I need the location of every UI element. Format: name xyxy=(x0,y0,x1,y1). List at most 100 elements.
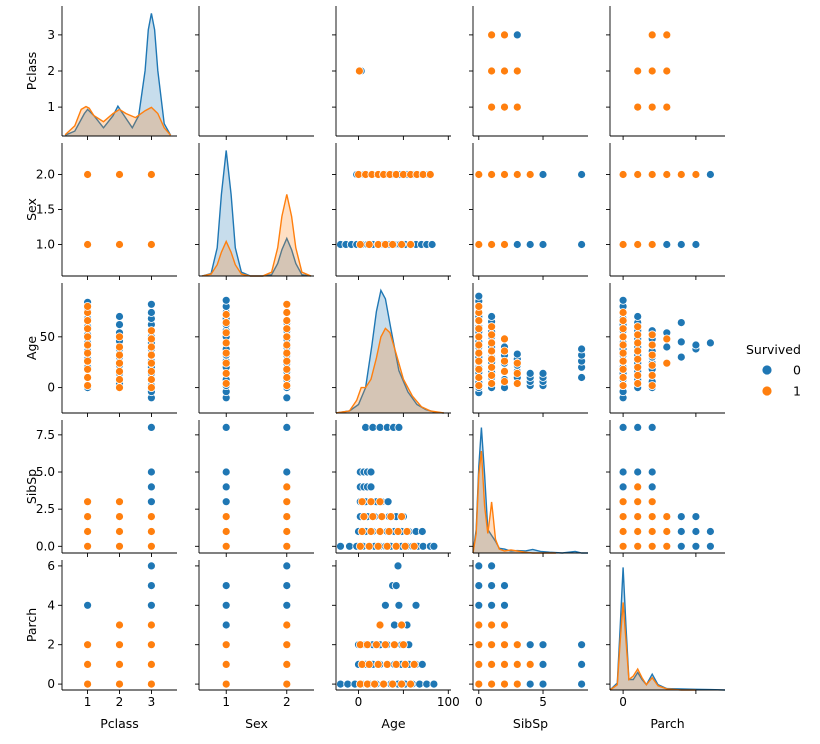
point-hue-1 xyxy=(633,541,643,551)
point-hue-1 xyxy=(500,30,509,40)
point-hue-1 xyxy=(373,541,383,551)
point-hue-0 xyxy=(474,600,484,610)
point-hue-0 xyxy=(500,600,509,610)
point-hue-1 xyxy=(382,660,392,669)
legend-marker-1 xyxy=(761,385,773,397)
point-hue-1 xyxy=(371,640,381,650)
point-hue-0 xyxy=(417,660,427,669)
point-hue-1 xyxy=(500,620,509,630)
point-hue-1 xyxy=(474,340,484,350)
point-hue-1 xyxy=(500,366,509,376)
point-hue-1 xyxy=(474,316,484,326)
point-hue-0 xyxy=(366,482,376,492)
point-hue-1 xyxy=(83,660,92,669)
point-hue-1 xyxy=(373,660,383,669)
panel-parch-vs-age: 0 100 xyxy=(332,560,460,709)
point-hue-1 xyxy=(146,240,156,249)
point-hue-0 xyxy=(577,240,586,249)
point-hue-1 xyxy=(221,368,231,378)
point-hue-0 xyxy=(383,497,393,507)
point-hue-0 xyxy=(474,561,484,571)
point-hue-1 xyxy=(146,679,156,689)
y-tick-label: 2.5 xyxy=(36,502,55,516)
point-hue-1 xyxy=(487,379,497,388)
point-hue-0 xyxy=(538,660,548,669)
x-axis-label-pclass: Pclass xyxy=(100,716,139,731)
y-tick-label: 4 xyxy=(47,598,55,612)
point-hue-1 xyxy=(487,346,497,356)
point-hue-0 xyxy=(618,467,628,477)
panel-age-vs-sibsp xyxy=(469,283,588,417)
panel-age-vs-age xyxy=(332,283,451,417)
point-hue-1 xyxy=(83,364,92,374)
point-hue-1 xyxy=(409,660,419,669)
point-hue-1 xyxy=(282,364,292,374)
point-hue-0 xyxy=(146,600,156,610)
point-hue-1 xyxy=(115,512,124,521)
point-hue-0 xyxy=(146,482,156,492)
x-tick-label: 3 xyxy=(148,695,156,709)
point-hue-1 xyxy=(379,679,389,689)
point-hue-0 xyxy=(691,240,701,249)
point-hue-1 xyxy=(282,332,292,342)
point-hue-1 xyxy=(375,527,385,536)
point-hue-0 xyxy=(221,497,231,507)
x-tick-label: 0 xyxy=(475,695,483,709)
point-hue-0 xyxy=(676,318,686,328)
point-hue-1 xyxy=(647,330,657,340)
point-hue-1 xyxy=(400,541,410,551)
point-hue-1 xyxy=(500,346,509,356)
point-hue-1 xyxy=(377,512,387,521)
point-hue-1 xyxy=(221,660,231,669)
point-hue-0 xyxy=(577,170,586,179)
point-hue-1 xyxy=(633,346,643,356)
y-tick-label: 0.0 xyxy=(36,539,55,553)
kde-line-sibsp-1 xyxy=(472,451,556,554)
kde-fill-pclass-1 xyxy=(65,106,171,136)
point-hue-0 xyxy=(380,600,390,610)
point-hue-1 xyxy=(406,240,416,249)
panel-sibsp-vs-pclass: 0.0 2.5 5.0 7.5 xyxy=(36,420,177,557)
point-hue-1 xyxy=(221,358,231,368)
point-hue-1 xyxy=(221,527,231,536)
point-hue-1 xyxy=(474,373,484,382)
point-hue-0 xyxy=(394,600,404,610)
point-hue-1 xyxy=(474,364,484,374)
point-hue-0 xyxy=(474,581,484,590)
point-hue-0 xyxy=(512,30,522,40)
point-hue-0 xyxy=(538,679,548,689)
panel-pclass-vs-pclass: 1 2 3 xyxy=(47,6,177,140)
panel-sibsp-vs-parch xyxy=(606,420,725,557)
point-hue-1 xyxy=(83,348,92,358)
point-hue-1 xyxy=(647,102,657,112)
point-hue-0 xyxy=(525,368,535,378)
point-hue-0 xyxy=(146,497,156,507)
point-hue-0 xyxy=(618,422,628,432)
point-hue-1 xyxy=(474,381,484,391)
point-hue-0 xyxy=(706,338,715,348)
point-hue-1 xyxy=(357,527,367,536)
point-hue-1 xyxy=(512,640,522,650)
point-hue-1 xyxy=(512,368,522,378)
point-hue-1 xyxy=(282,316,292,326)
point-hue-0 xyxy=(676,337,686,347)
point-hue-0 xyxy=(577,344,586,354)
x-axis-label-sibsp: SibSp xyxy=(513,716,548,731)
point-hue-1 xyxy=(146,541,156,551)
point-hue-0 xyxy=(368,422,378,432)
y-axis-label-sibsp: SibSp xyxy=(24,469,39,504)
point-hue-0 xyxy=(691,340,701,350)
point-hue-0 xyxy=(393,561,403,571)
point-hue-1 xyxy=(662,512,672,521)
point-hue-1 xyxy=(389,640,399,650)
point-hue-1 xyxy=(618,527,628,536)
point-hue-1 xyxy=(375,620,385,630)
point-hue-1 xyxy=(474,356,484,366)
point-hue-1 xyxy=(397,620,407,630)
panel-sibsp-vs-sex xyxy=(195,420,314,557)
panel-pclass-vs-sibsp xyxy=(469,6,588,140)
point-hue-0 xyxy=(221,295,231,305)
point-hue-0 xyxy=(706,541,715,551)
point-hue-1 xyxy=(282,308,292,317)
